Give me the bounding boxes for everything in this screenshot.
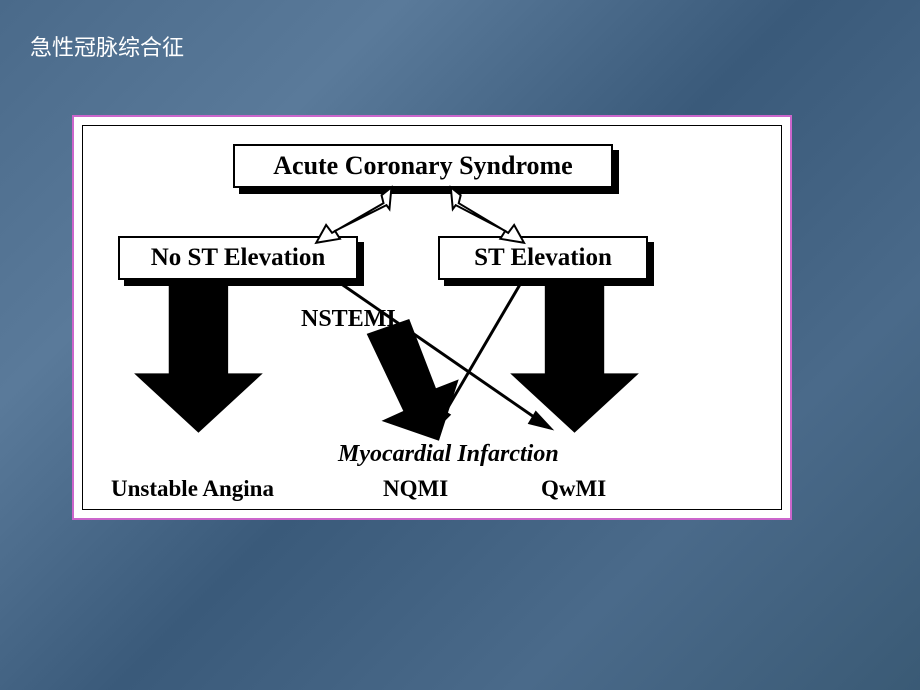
node-root-label: Acute Coronary Syndrome (273, 151, 572, 181)
small-arrow-right (451, 187, 524, 242)
thin-cross-2 (436, 284, 520, 428)
label-nstemi: NSTEMI (301, 306, 396, 333)
thick-arrow-ua (134, 284, 263, 432)
node-noST-label: No ST Elevation (151, 244, 326, 272)
slide-title: 急性冠脉综合征 (30, 30, 184, 62)
label-ua: Unstable Angina (111, 476, 274, 502)
label-qwmi: QwMI (541, 476, 606, 502)
label-nqmi: NQMI (383, 476, 448, 502)
label-mi: Myocardial Infarction (338, 441, 559, 468)
small-arrow-left (316, 187, 391, 242)
diagram-inner: Acute Coronary Syndrome No ST Elevation … (82, 125, 782, 510)
thick-arrow-nqmi (367, 319, 459, 441)
thick-arrow-qwmi (510, 284, 639, 432)
node-stEl: ST Elevation (438, 236, 648, 280)
node-stEl-label: ST Elevation (474, 244, 612, 272)
node-noST: No ST Elevation (118, 236, 358, 280)
node-root: Acute Coronary Syndrome (233, 144, 613, 188)
diagram-frame: Acute Coronary Syndrome No ST Elevation … (72, 115, 792, 520)
